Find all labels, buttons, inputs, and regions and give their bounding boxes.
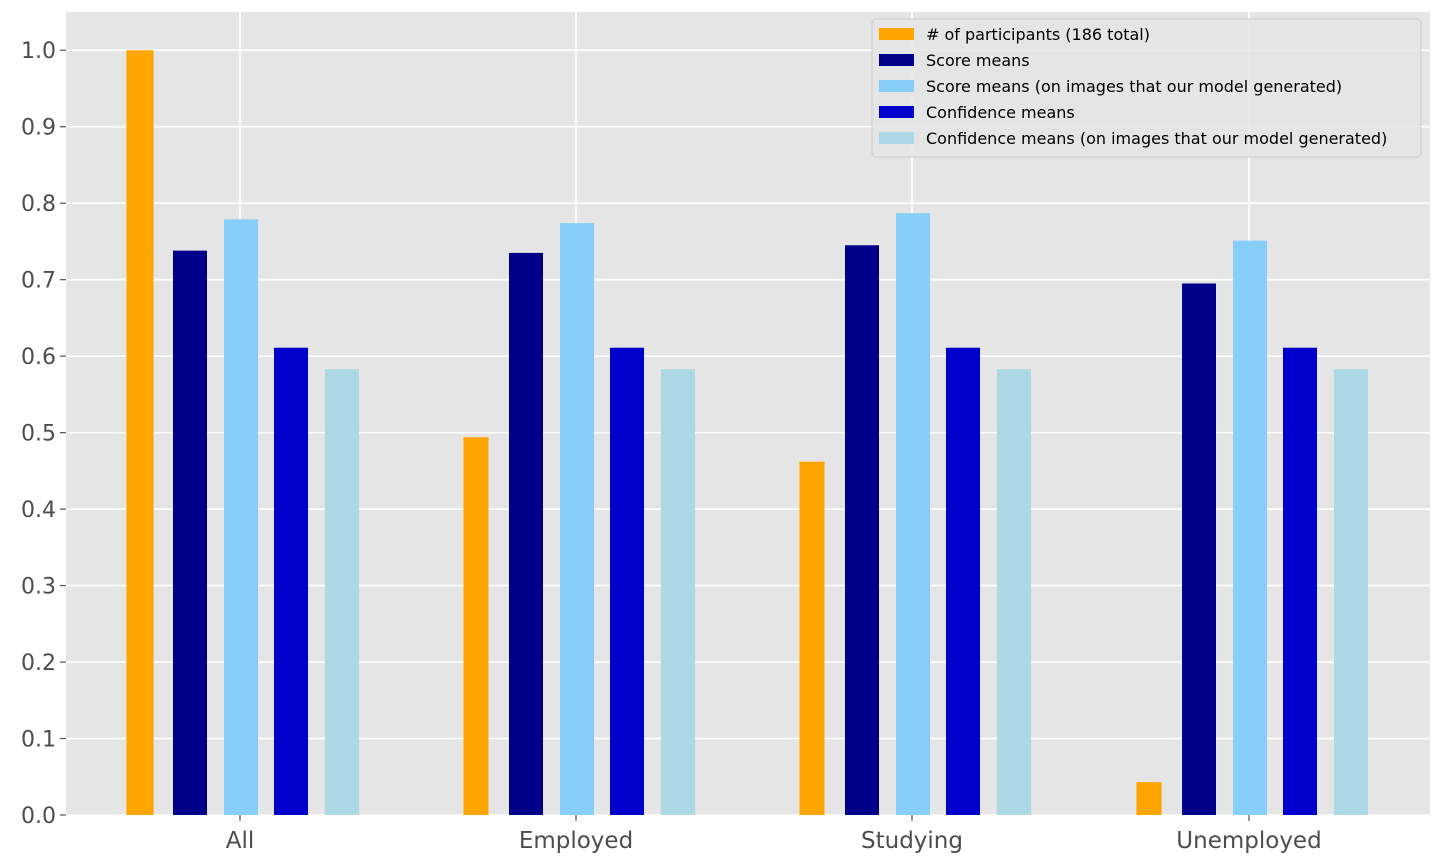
x-tick-label: All (226, 828, 255, 854)
bar-employed-series-2 (560, 223, 594, 815)
legend-label: Confidence means (926, 103, 1075, 122)
legend-label: Score means (on images that our model ge… (926, 77, 1342, 96)
bar-all-series-0 (126, 50, 154, 815)
legend-swatch (879, 80, 914, 92)
y-tick-label: 0.1 (21, 728, 56, 753)
legend-label: Score means (926, 51, 1030, 70)
legend: # of participants (186 total) Score means… (871, 18, 1422, 158)
y-tick-label: 0.5 (21, 422, 56, 447)
y-tick-label: 0.4 (21, 498, 56, 523)
bar-employed-series-3 (610, 347, 644, 815)
y-tick-label: 1.0 (21, 39, 56, 64)
bar-all-series-1 (173, 250, 207, 815)
bar-studying-series-2 (896, 213, 930, 815)
bar-unemployed-series-4 (1334, 369, 1368, 815)
bar-studying-series-0 (799, 461, 825, 815)
bar-studying-series-3 (946, 347, 980, 815)
axes: 0.0 0.1 0.2 0.3 0.4 0.5 0.6 0.7 0.8 0.9 1.0 All Empl… (21, 39, 1322, 854)
y-tick-label: 0.0 (21, 804, 56, 829)
x-tick-label: Studying (861, 828, 963, 854)
legend-swatch (879, 54, 914, 66)
legend-label: # of participants (186 total) (926, 25, 1150, 44)
bar-unemployed-series-2 (1233, 240, 1267, 815)
bar-unemployed-series-3 (1283, 347, 1317, 815)
y-tick-label: 0.6 (21, 345, 56, 370)
legend-swatch (879, 28, 914, 40)
bar-employed-series-4 (661, 369, 695, 815)
legend-swatch (879, 132, 914, 144)
bar-employed-series-0 (463, 437, 489, 815)
bar-unemployed-series-1 (1182, 283, 1216, 815)
bar-all-series-4 (325, 369, 359, 815)
y-tick-label: 0.9 (21, 116, 56, 141)
legend-label: Confidence means (on images that our mod… (926, 129, 1387, 148)
x-tick-label: Unemployed (1176, 828, 1321, 854)
bar-all-series-3 (274, 347, 308, 815)
bar-unemployed-series-0 (1136, 782, 1162, 815)
y-tick-label: 0.3 (21, 575, 56, 600)
bar-all-series-2 (224, 219, 258, 815)
y-tick-label: 0.7 (21, 269, 56, 294)
bar-studying-series-4 (997, 369, 1031, 815)
x-tick-label: Employed (519, 828, 633, 854)
bar-studying-series-1 (845, 245, 879, 815)
bars (126, 50, 1368, 815)
bar-employed-series-1 (509, 252, 543, 815)
y-tick-label: 0.2 (21, 651, 56, 676)
legend-box (871, 18, 1422, 158)
legend-swatch (879, 106, 914, 118)
y-tick-label: 0.8 (21, 192, 56, 217)
